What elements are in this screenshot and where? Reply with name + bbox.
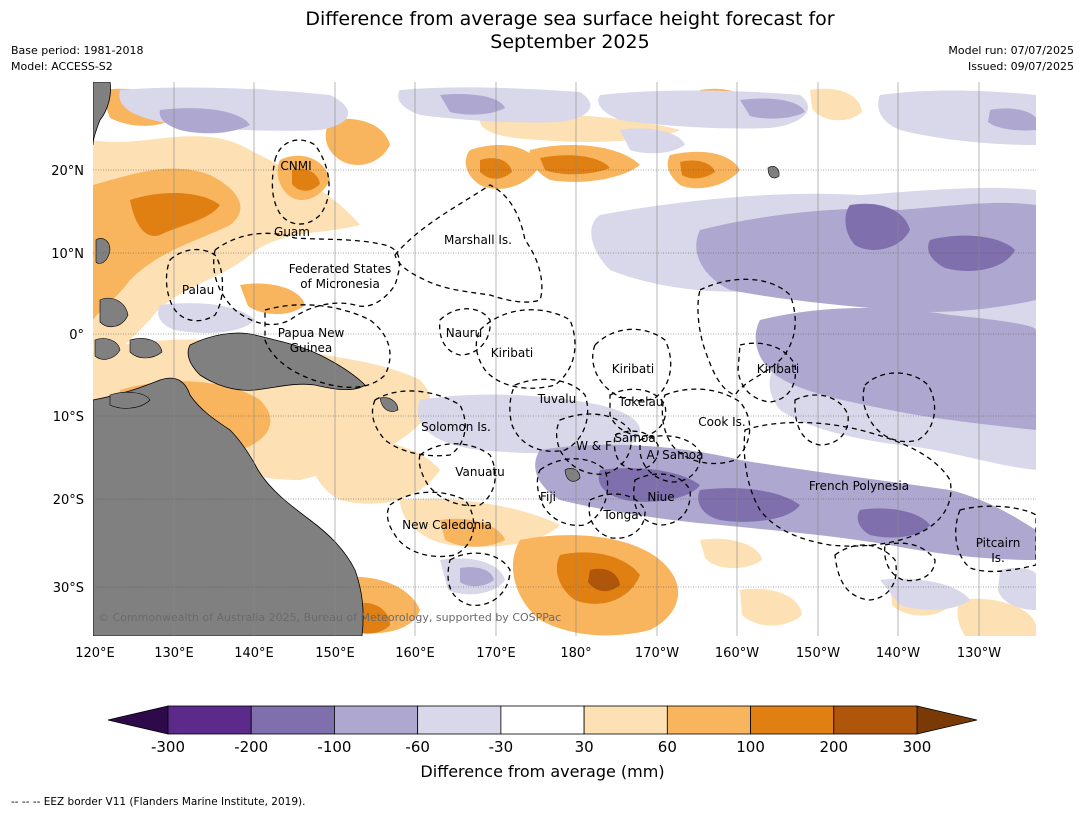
lat-tick: 20°N: [51, 164, 84, 179]
lon-tick: 130°E: [154, 646, 194, 661]
model-name: Model: ACCESS-S2: [11, 60, 113, 73]
label-kiribati-west: Kiribati: [491, 346, 533, 360]
colorbar-tick-label: 30: [575, 738, 594, 756]
title-line-1: Difference from average sea surface heig…: [305, 8, 835, 30]
label-tonga: Tonga: [602, 508, 638, 522]
colorbar-tick-label: -200: [234, 738, 268, 756]
lon-tick: 150°E: [315, 646, 355, 661]
meta-left: Base period: 1981-2018 Model: ACCESS-S2: [11, 43, 143, 75]
colorbar-tick-label: 200: [819, 738, 848, 756]
copyright-notice: © Commonwealth of Australia 2025, Bureau…: [98, 611, 561, 624]
label-pitcairn-line-2: Is.: [991, 551, 1005, 565]
colorbar-segment: [250, 705, 335, 735]
lon-tick: 170°E: [476, 646, 516, 661]
land-layer: [93, 82, 780, 636]
colorbar-segment: [666, 705, 751, 735]
negative-anomaly-layer: [119, 87, 1036, 610]
label-tuvalu: Tuvalu: [537, 392, 577, 406]
label-niue: Niue: [647, 490, 674, 504]
label-wallis-futuna: W & F: [576, 439, 612, 453]
label-fsm-line-1: Federated States: [289, 262, 391, 276]
label-french-polynesia: French Polynesia: [809, 479, 909, 493]
eez-source-note: -- -- -- EEZ border V11 (Flanders Marine…: [11, 796, 306, 808]
colorbar-tick-label: -300: [151, 738, 185, 756]
issued-date: Issued: 09/07/2025: [967, 60, 1074, 73]
label-fsm-line-2: of Micronesia: [300, 277, 380, 291]
lat-tick: 10°N: [51, 247, 84, 262]
colorbar-title: Difference from average (mm): [420, 762, 665, 781]
colorbar-tick-label: -60: [405, 738, 430, 756]
label-american-samoa: A. Samoa: [647, 448, 704, 462]
colorbar-tick-label: -30: [489, 738, 514, 756]
longitude-ticks: 120°E 130°E 140°E 150°E 160°E 170°E 180°…: [75, 646, 1001, 661]
label-png-line-1: Papua New: [278, 326, 345, 340]
chart-title: Difference from average sea surface heig…: [220, 8, 920, 54]
colorbar-segment: [167, 705, 252, 735]
colorbar-tick-label: 60: [658, 738, 677, 756]
label-samoa: Samoa: [614, 431, 655, 445]
label-new-caledonia: New Caledonia: [402, 518, 492, 532]
label-tokelau: Tokelau: [618, 395, 664, 409]
lon-tick: 150°W: [796, 646, 840, 661]
lon-tick: 180°: [560, 646, 591, 661]
lon-tick: 140°E: [234, 646, 274, 661]
territory-labels: CNMI Guam Marshall Is. Federated States …: [182, 159, 1020, 565]
model-run: Model run: 07/07/2025: [948, 44, 1074, 57]
lat-tick: 10°S: [53, 410, 84, 425]
map-area: CNMI Guam Marshall Is. Federated States …: [93, 82, 1036, 636]
label-pitcairn-line-1: Pitcairn: [976, 536, 1021, 550]
lon-tick: 140°W: [876, 646, 920, 661]
colorbar-tick-label: 100: [736, 738, 765, 756]
lon-tick: 170°W: [635, 646, 679, 661]
label-palau: Palau: [182, 283, 214, 297]
label-fiji: Fiji: [540, 490, 556, 504]
label-cook-islands: Cook Is.: [698, 415, 745, 429]
lon-tick: 160°W: [715, 646, 759, 661]
label-marshall-islands: Marshall Is.: [444, 233, 512, 247]
colorbar-segment: [417, 705, 502, 735]
colorbar-tick-label: -100: [317, 738, 351, 756]
lat-tick: 20°S: [53, 493, 84, 508]
colorbar-segment: [833, 705, 918, 735]
colorbar-segment: [583, 705, 668, 735]
colorbar-segment: [750, 705, 835, 735]
colorbar-over-arrow: [916, 705, 978, 735]
lon-tick: 120°E: [75, 646, 115, 661]
lon-tick: 130°W: [957, 646, 1001, 661]
colorbar-tick-label: 300: [903, 738, 932, 756]
colorbar-segments: [167, 705, 918, 735]
colorbar-segment: [334, 705, 419, 735]
colorbar-under-arrow: [107, 705, 169, 735]
label-nauru: Nauru: [446, 326, 482, 340]
colorbar: -300 -200 -100 -60 -30 30 60 100 200 300: [107, 705, 978, 756]
graticule: [93, 169, 1036, 588]
lon-tick: 160°E: [395, 646, 435, 661]
colorbar-tick-labels: -300 -200 -100 -60 -30 30 60 100 200 300: [151, 738, 931, 756]
colorbar-segment: [500, 705, 585, 735]
label-kiribati-central: Kiribati: [612, 362, 654, 376]
label-png-line-2: Guinea: [290, 341, 333, 355]
label-cnmi: CNMI: [280, 159, 311, 173]
meta-right: Model run: 07/07/2025 Issued: 09/07/2025: [948, 43, 1074, 75]
lat-tick: 30°S: [53, 581, 84, 596]
lat-tick: 0°: [69, 328, 84, 343]
label-guam: Guam: [274, 225, 310, 239]
label-kiribati-east: Kiribati: [757, 362, 799, 376]
label-solomon-islands: Solomon Is.: [421, 420, 491, 434]
title-line-2: September 2025: [490, 31, 650, 53]
latitude-ticks: 20°N 10°N 0° 10°S 20°S 30°S: [51, 164, 84, 596]
label-vanuatu: Vanuatu: [455, 465, 505, 479]
eez-borders: [165, 139, 1036, 606]
base-period: Base period: 1981-2018: [11, 44, 144, 57]
